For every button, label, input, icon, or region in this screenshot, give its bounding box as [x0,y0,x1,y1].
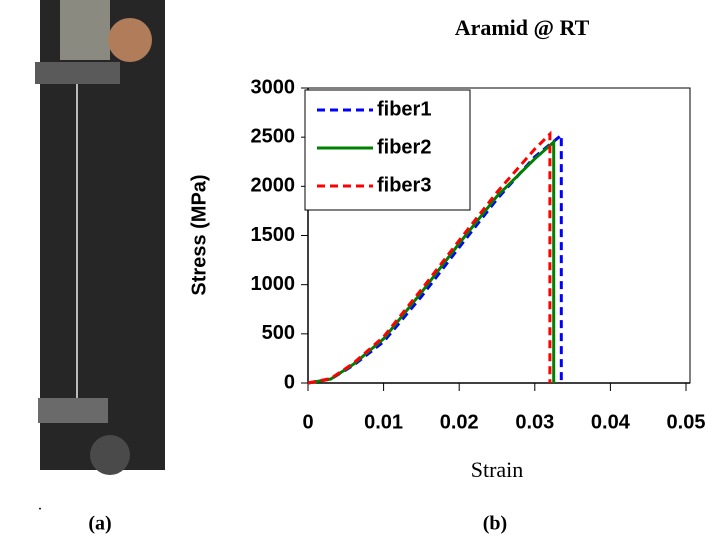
stray-dot: . [38,497,42,514]
upper-grip [35,62,120,84]
y-tick-label: 2000 [251,175,296,197]
series-line [307,138,556,385]
legend-box [304,89,471,211]
panel-label: (a) [88,513,111,535]
y-tick-label: 3000 [251,76,296,98]
y-tick-label: 0 [284,371,295,393]
x-tick-label: 0.04 [591,411,631,433]
legend-label: fiber1 [377,98,431,120]
x-tick-label: 0.03 [515,411,554,433]
x-tick-label: 0.02 [440,411,479,433]
y-tick-label: 2500 [251,125,296,147]
x-tick-label: 0 [302,411,313,433]
x-axis-title: Strain [471,457,524,482]
y-tick-label: 1000 [251,273,296,295]
upper-fixture [60,0,110,60]
y-tick-label: 1500 [251,224,296,246]
lower-grip [38,398,108,423]
chart-title: Aramid @ RT [455,15,590,40]
x-tick-label: 0.01 [364,411,403,433]
legend-label: fiber3 [377,174,431,196]
y-axis-title: Stress (MPa) [188,174,210,295]
upper-pulley [108,18,152,62]
legend-label: fiber2 [377,136,431,158]
panel-label: (b) [483,513,507,535]
series-line [307,130,552,385]
x-tick-label: 0.05 [667,411,706,433]
y-tick-label: 500 [262,322,295,344]
lower-pulley [90,435,130,475]
photo [35,0,165,475]
